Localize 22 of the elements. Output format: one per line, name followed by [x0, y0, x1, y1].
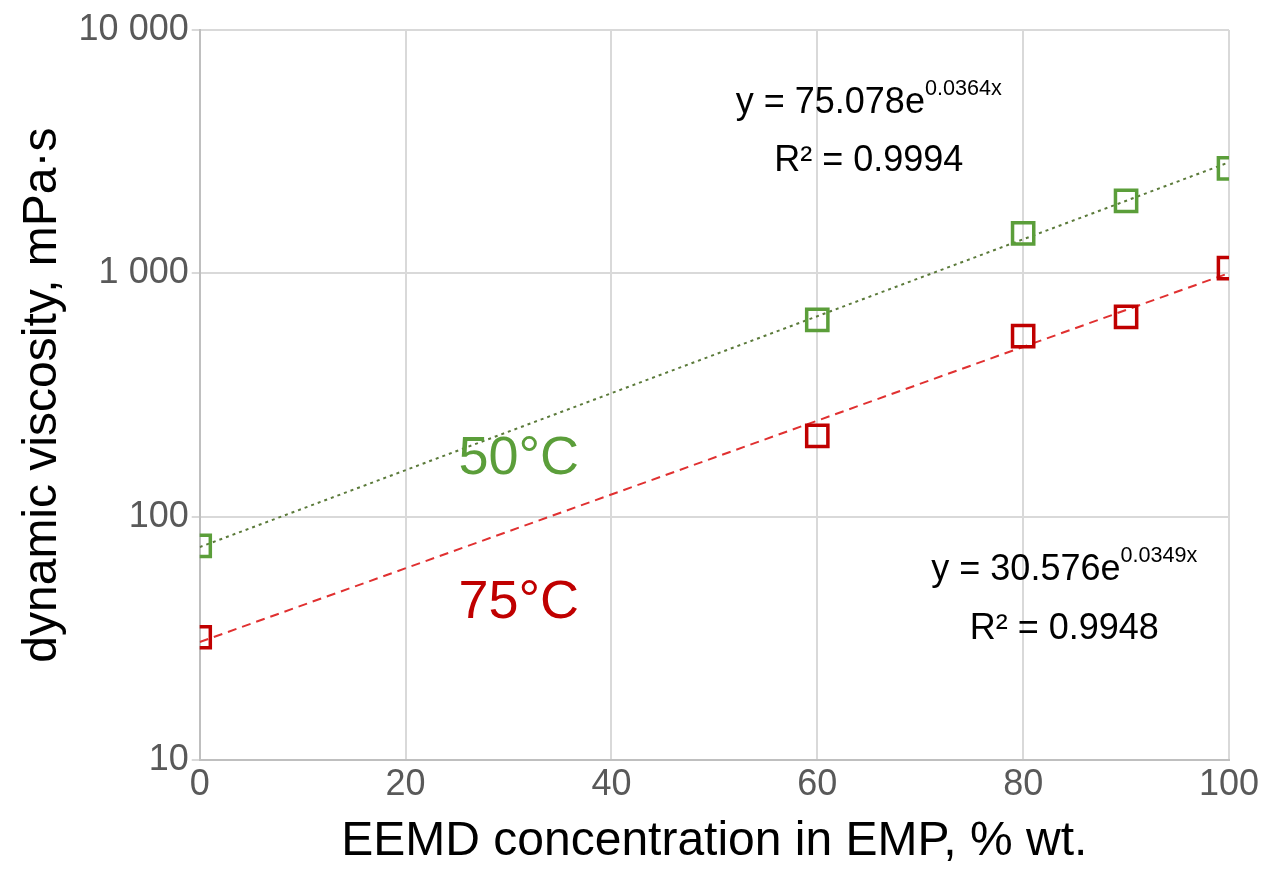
x-tick-label: 80: [1003, 761, 1044, 803]
x-tick-label: 60: [797, 761, 838, 803]
y-axis-title: dynamic viscosity, mPa·s: [13, 127, 67, 663]
annotation: R² = 0.9994: [774, 138, 964, 180]
point: [1113, 304, 1139, 330]
x-axis-title: EEMD concentration in EMP, % wt.: [341, 812, 1088, 866]
y-tick-label: 1 000: [98, 250, 189, 292]
text: 75°C: [458, 569, 580, 630]
point: [1010, 323, 1036, 349]
x-tick-label: 100: [1198, 761, 1260, 803]
y-tick-label: 10 000: [78, 6, 189, 48]
y-tick-label: 100: [128, 493, 189, 535]
x-tick-label: 20: [385, 761, 426, 803]
x-tick-label: 0: [189, 761, 210, 803]
point: [804, 423, 830, 449]
annotation: R² = 0.9948: [969, 605, 1159, 647]
point: [1113, 188, 1139, 214]
text: 50°C: [458, 424, 580, 485]
point: [1010, 221, 1036, 246]
point: [804, 307, 830, 333]
x-tick-label: 40: [591, 761, 632, 803]
y-tick-label: 10: [148, 737, 189, 779]
